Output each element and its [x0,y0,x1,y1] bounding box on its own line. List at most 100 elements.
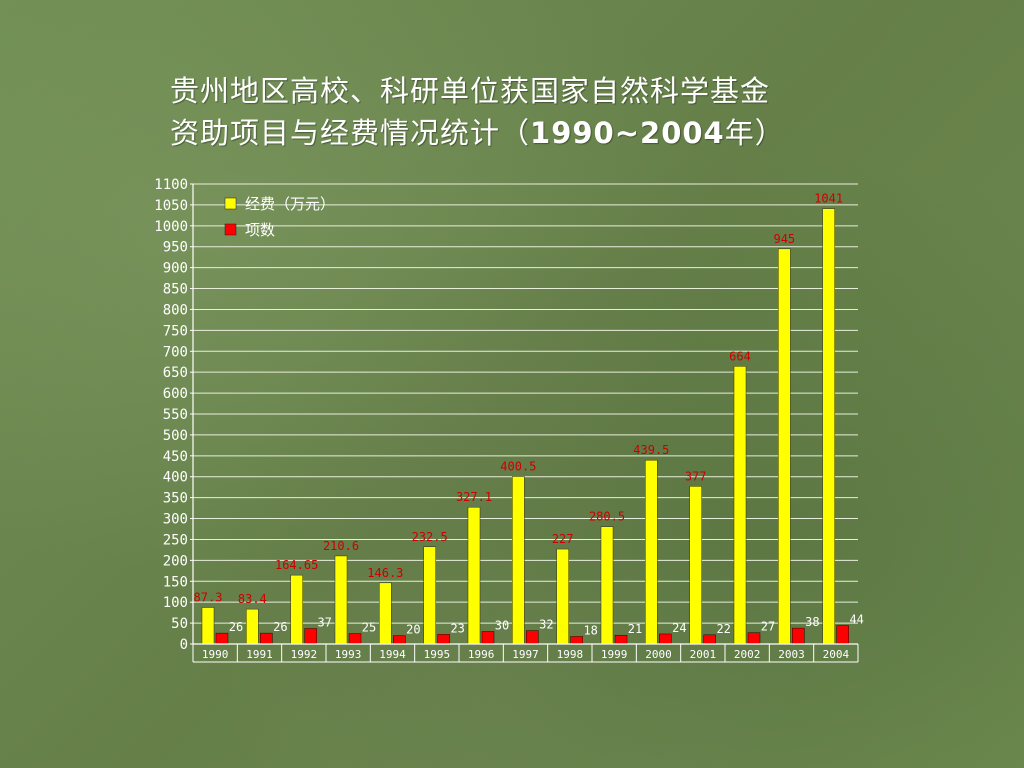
bar-funding [600,526,614,645]
x-tick-label: 2003 [778,648,805,661]
data-label-funding: 83.4 [238,592,267,606]
bar-count [703,634,716,645]
title-line-2-years: 1990~2004 [530,116,725,150]
data-label-count: 38 [805,615,819,629]
x-tick-label: 1994 [379,648,406,661]
bar-count [526,630,539,645]
data-label-count: 21 [628,622,642,636]
bar-funding [512,476,525,645]
y-tick-label: 200 [163,553,188,569]
y-tick-label: 600 [163,386,188,402]
y-tick-label: 450 [163,449,188,465]
bar-count [437,634,450,645]
bar-funding [733,366,747,645]
data-label-funding: 1041 [814,192,843,206]
data-label-count: 37 [317,616,331,630]
data-label-funding: 280.5 [589,510,625,524]
y-tick-label: 350 [163,491,188,507]
x-tick-label: 2001 [690,648,717,661]
x-tick-label: 1991 [246,648,273,661]
legend-swatch [224,197,237,210]
y-tick-label: 800 [163,302,188,318]
axes: 0 50 100 150 200 250 300 350 400 450 500 550 600 650 7… [154,177,859,663]
x-tick-label: 1998 [557,648,584,661]
y-tick-label: 850 [163,282,188,298]
bar-funding [246,608,259,645]
grid-lines [193,183,858,624]
bar-funding [290,574,303,645]
y-tick-label: 900 [163,261,188,277]
y-tick-label: 100 [163,595,188,611]
data-label-count: 25 [362,621,376,635]
data-label-count: 18 [583,623,597,637]
y-tick-label: 650 [163,365,188,381]
bar-count [304,628,317,645]
x-tick-label: 1990 [202,648,229,661]
y-tick-label: 150 [163,574,188,590]
title-line-1: 贵州地区高校、科研单位获国家自然科学基金 [170,74,771,108]
y-tick-label: 500 [163,428,188,444]
data-label-funding: 87.3 [194,590,223,604]
x-tick-label: 2004 [823,648,850,661]
data-label-funding: 377 [685,469,707,483]
bar-funding [822,208,835,645]
y-tick-label: 750 [163,323,188,339]
data-labels: 87.3 26 83.4 26 164.65 37 210.6 25 146.3 20 232.5 2… [194,192,864,638]
bar-funding [778,248,791,645]
x-tick-label: 1996 [468,648,495,661]
y-tick-label: 250 [163,532,188,548]
bar-count [215,632,229,645]
bar-count [570,636,583,645]
bar-count [747,632,761,645]
y-tick-label: 1000 [154,219,188,235]
bar-count [260,632,273,645]
data-label-funding: 400.5 [500,460,536,474]
x-tick-label: 1992 [291,648,318,661]
bar-count [836,625,849,645]
legend-swatch [224,223,237,236]
bars [201,208,849,645]
y-tick-label: 950 [163,240,188,256]
y-tick-label: 300 [163,512,188,528]
y-tick-label: 1050 [154,198,188,214]
y-tick-label: 400 [163,470,188,486]
x-tick-label: 2000 [645,648,672,661]
title-line-2-pre: 资助项目与经费情况统计（ [170,116,531,150]
legend-label: 项数 [245,221,275,239]
data-label-count: 26 [273,620,287,634]
title-line-2-post: 年） [724,116,785,150]
bar-count [792,627,805,645]
data-label-funding: 227 [552,532,574,546]
bar-count [659,633,672,645]
data-label-count: 23 [450,621,464,635]
x-tick-label: 1999 [601,648,628,661]
data-label-count: 27 [761,620,775,634]
data-label-count: 20 [406,623,420,637]
data-label-funding: 210.6 [323,539,359,553]
bar-funding [556,548,569,645]
x-tick-label: 1995 [424,648,451,661]
y-tick-label: 1100 [154,177,188,193]
bar-funding [201,607,215,645]
bar-funding [379,582,392,645]
bar-count [614,634,628,645]
y-tick-label: 550 [163,407,188,423]
bar-funding [467,506,481,645]
bar-count [393,635,406,645]
data-label-count: 30 [495,618,509,632]
title-line-2: 资助项目与经费情况统计（1990~2004年） [170,112,870,154]
data-label-funding: 945 [773,232,795,246]
bar-funding [689,486,702,645]
bar-count [481,631,495,645]
y-tick-label: 50 [171,616,188,632]
data-label-funding: 232.5 [412,530,448,544]
x-tick-label: 2002 [734,648,761,661]
data-label-count: 44 [849,613,863,627]
data-label-funding: 439.5 [633,443,669,457]
data-label-funding: 164.65 [275,558,318,572]
bar-funding [423,546,436,645]
x-tick-label: 1993 [335,648,362,661]
data-label-count: 26 [229,620,243,634]
legend: 经费（万元） 项数 [224,195,335,239]
